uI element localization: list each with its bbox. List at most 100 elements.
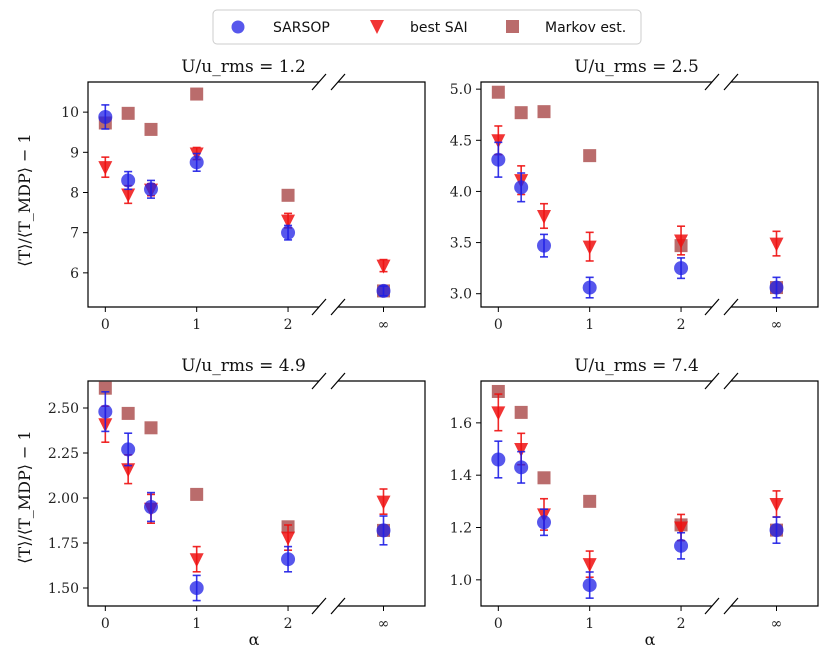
point-markov: [491, 85, 505, 99]
point-sarsop: [144, 182, 159, 197]
legend-marker-markov: [506, 20, 519, 33]
point-best-sai: [491, 406, 506, 421]
point-markov: [514, 106, 528, 120]
axes-frame-infinity: [338, 380, 426, 607]
point-markov: [144, 421, 158, 435]
axis-break-mark: [330, 73, 346, 91]
point-sarsop: [121, 442, 136, 457]
point-sarsop: [376, 523, 391, 538]
point-markov: [121, 106, 135, 120]
y-tick-label: 2.00: [48, 491, 79, 507]
y-tick-label: 3.5: [450, 236, 472, 252]
point-sarsop: [537, 238, 552, 253]
legend: SARSOP best SAI Markov est.: [212, 9, 642, 45]
y-tick-label: 4.5: [450, 133, 472, 149]
point-markov: [537, 471, 551, 485]
axes-frame-main: [87, 380, 319, 607]
point-markov: [537, 105, 551, 119]
axes-frame-main: [87, 81, 319, 308]
x-tick-label: 0: [494, 317, 503, 333]
y-tick-label: 1.0: [450, 573, 472, 589]
y-tick-label: 1.6: [450, 416, 472, 432]
point-best-sai: [537, 209, 552, 224]
point-best-sai: [582, 240, 597, 255]
axis-break-mark: [311, 372, 327, 390]
point-sarsop: [582, 280, 597, 295]
axis-break-mark: [704, 298, 720, 316]
y-tick-label: 1.75: [48, 536, 79, 552]
point-sarsop: [189, 155, 204, 170]
axis-break-mark: [311, 298, 327, 316]
x-tick-label: 1: [192, 317, 201, 333]
point-best-sai: [491, 134, 506, 149]
point-best-sai: [281, 531, 296, 546]
legend-label-sarsop: SARSOP: [273, 20, 330, 36]
x-axis-label-left: α: [249, 630, 260, 649]
point-best-sai: [189, 553, 204, 568]
point-sarsop: [514, 180, 529, 195]
y-tick-label: 1.2: [450, 521, 472, 537]
x-tick-label: 2: [677, 317, 686, 333]
point-sarsop: [281, 552, 296, 567]
panel-u-2-5: U/u_rms = 2.5 3.0 3.5 4.0 4.5 5.0 0 1 2 ∞: [450, 57, 819, 333]
point-sarsop: [121, 173, 136, 188]
axis-break-mark: [704, 597, 720, 615]
legend-frame: [212, 9, 642, 45]
point-sarsop: [537, 515, 552, 530]
point-best-sai: [121, 188, 136, 203]
y-tick-label: 1.50: [48, 581, 79, 597]
axis-break-mark: [330, 372, 346, 390]
y-tick-label: 4.0: [450, 184, 472, 200]
axes-frame-infinity: [338, 81, 426, 308]
axis-break-mark: [330, 597, 346, 615]
point-markov: [583, 494, 597, 508]
y-tick-label: 2.50: [48, 401, 79, 417]
point-sarsop: [769, 280, 784, 295]
panel-u-4-9: U/u_rms = 4.9 1.50 1.75 2.00 2.25 2.50 0 1 2 ∞: [48, 356, 426, 632]
point-sarsop: [491, 152, 506, 167]
point-markov: [281, 188, 295, 202]
point-sarsop: [144, 500, 159, 514]
y-tick-label: 3.0: [450, 287, 472, 303]
axis-break-mark: [311, 597, 327, 615]
point-best-sai: [769, 237, 784, 252]
axes-frame-infinity: [731, 81, 819, 308]
point-sarsop: [582, 578, 597, 593]
x-tick-label: ∞: [771, 317, 783, 333]
point-best-sai: [674, 234, 689, 249]
y-axis-label-bottom: ⟨T⟩/⟨T_MDP⟩ − 1: [15, 430, 34, 563]
axis-break-mark: [723, 372, 739, 390]
y-tick-label: 8: [70, 185, 79, 201]
point-best-sai: [98, 161, 113, 176]
point-sarsop: [769, 523, 784, 538]
x-tick-label: 1: [192, 616, 201, 632]
point-sarsop: [674, 538, 689, 553]
axis-break-mark: [704, 372, 720, 390]
x-tick-label: 0: [494, 616, 503, 632]
point-best-sai: [376, 259, 391, 274]
point-markov: [583, 149, 597, 163]
y-tick-label: 1.4: [450, 468, 472, 484]
point-markov: [144, 122, 158, 136]
y-tick-label: 6: [70, 266, 79, 282]
legend-label-markov: Markov est.: [545, 20, 626, 36]
point-markov: [190, 87, 204, 101]
y-axis-label-top: ⟨T⟩/⟨T_MDP⟩ − 1: [15, 133, 34, 266]
point-best-sai: [376, 495, 391, 510]
x-tick-label: 2: [284, 616, 293, 632]
x-tick-label: ∞: [378, 317, 390, 333]
axis-break-mark: [330, 298, 346, 316]
point-best-sai: [674, 521, 689, 536]
panel-title: U/u_rms = 2.5: [574, 57, 699, 77]
x-tick-label: 0: [101, 317, 110, 333]
axes-frame-infinity: [731, 380, 819, 607]
x-tick-label: 0: [101, 616, 110, 632]
y-tick-label: 2.25: [48, 446, 79, 462]
point-best-sai: [121, 463, 136, 478]
legend-label-best-sai: best SAI: [410, 20, 468, 36]
point-sarsop: [674, 261, 689, 276]
y-tick-label: 9: [70, 145, 79, 161]
x-axis-label-right: α: [645, 630, 656, 649]
panel-u-1-2: U/u_rms = 1.2 6 7 8 9 10 0 1 2 ∞: [61, 57, 426, 333]
